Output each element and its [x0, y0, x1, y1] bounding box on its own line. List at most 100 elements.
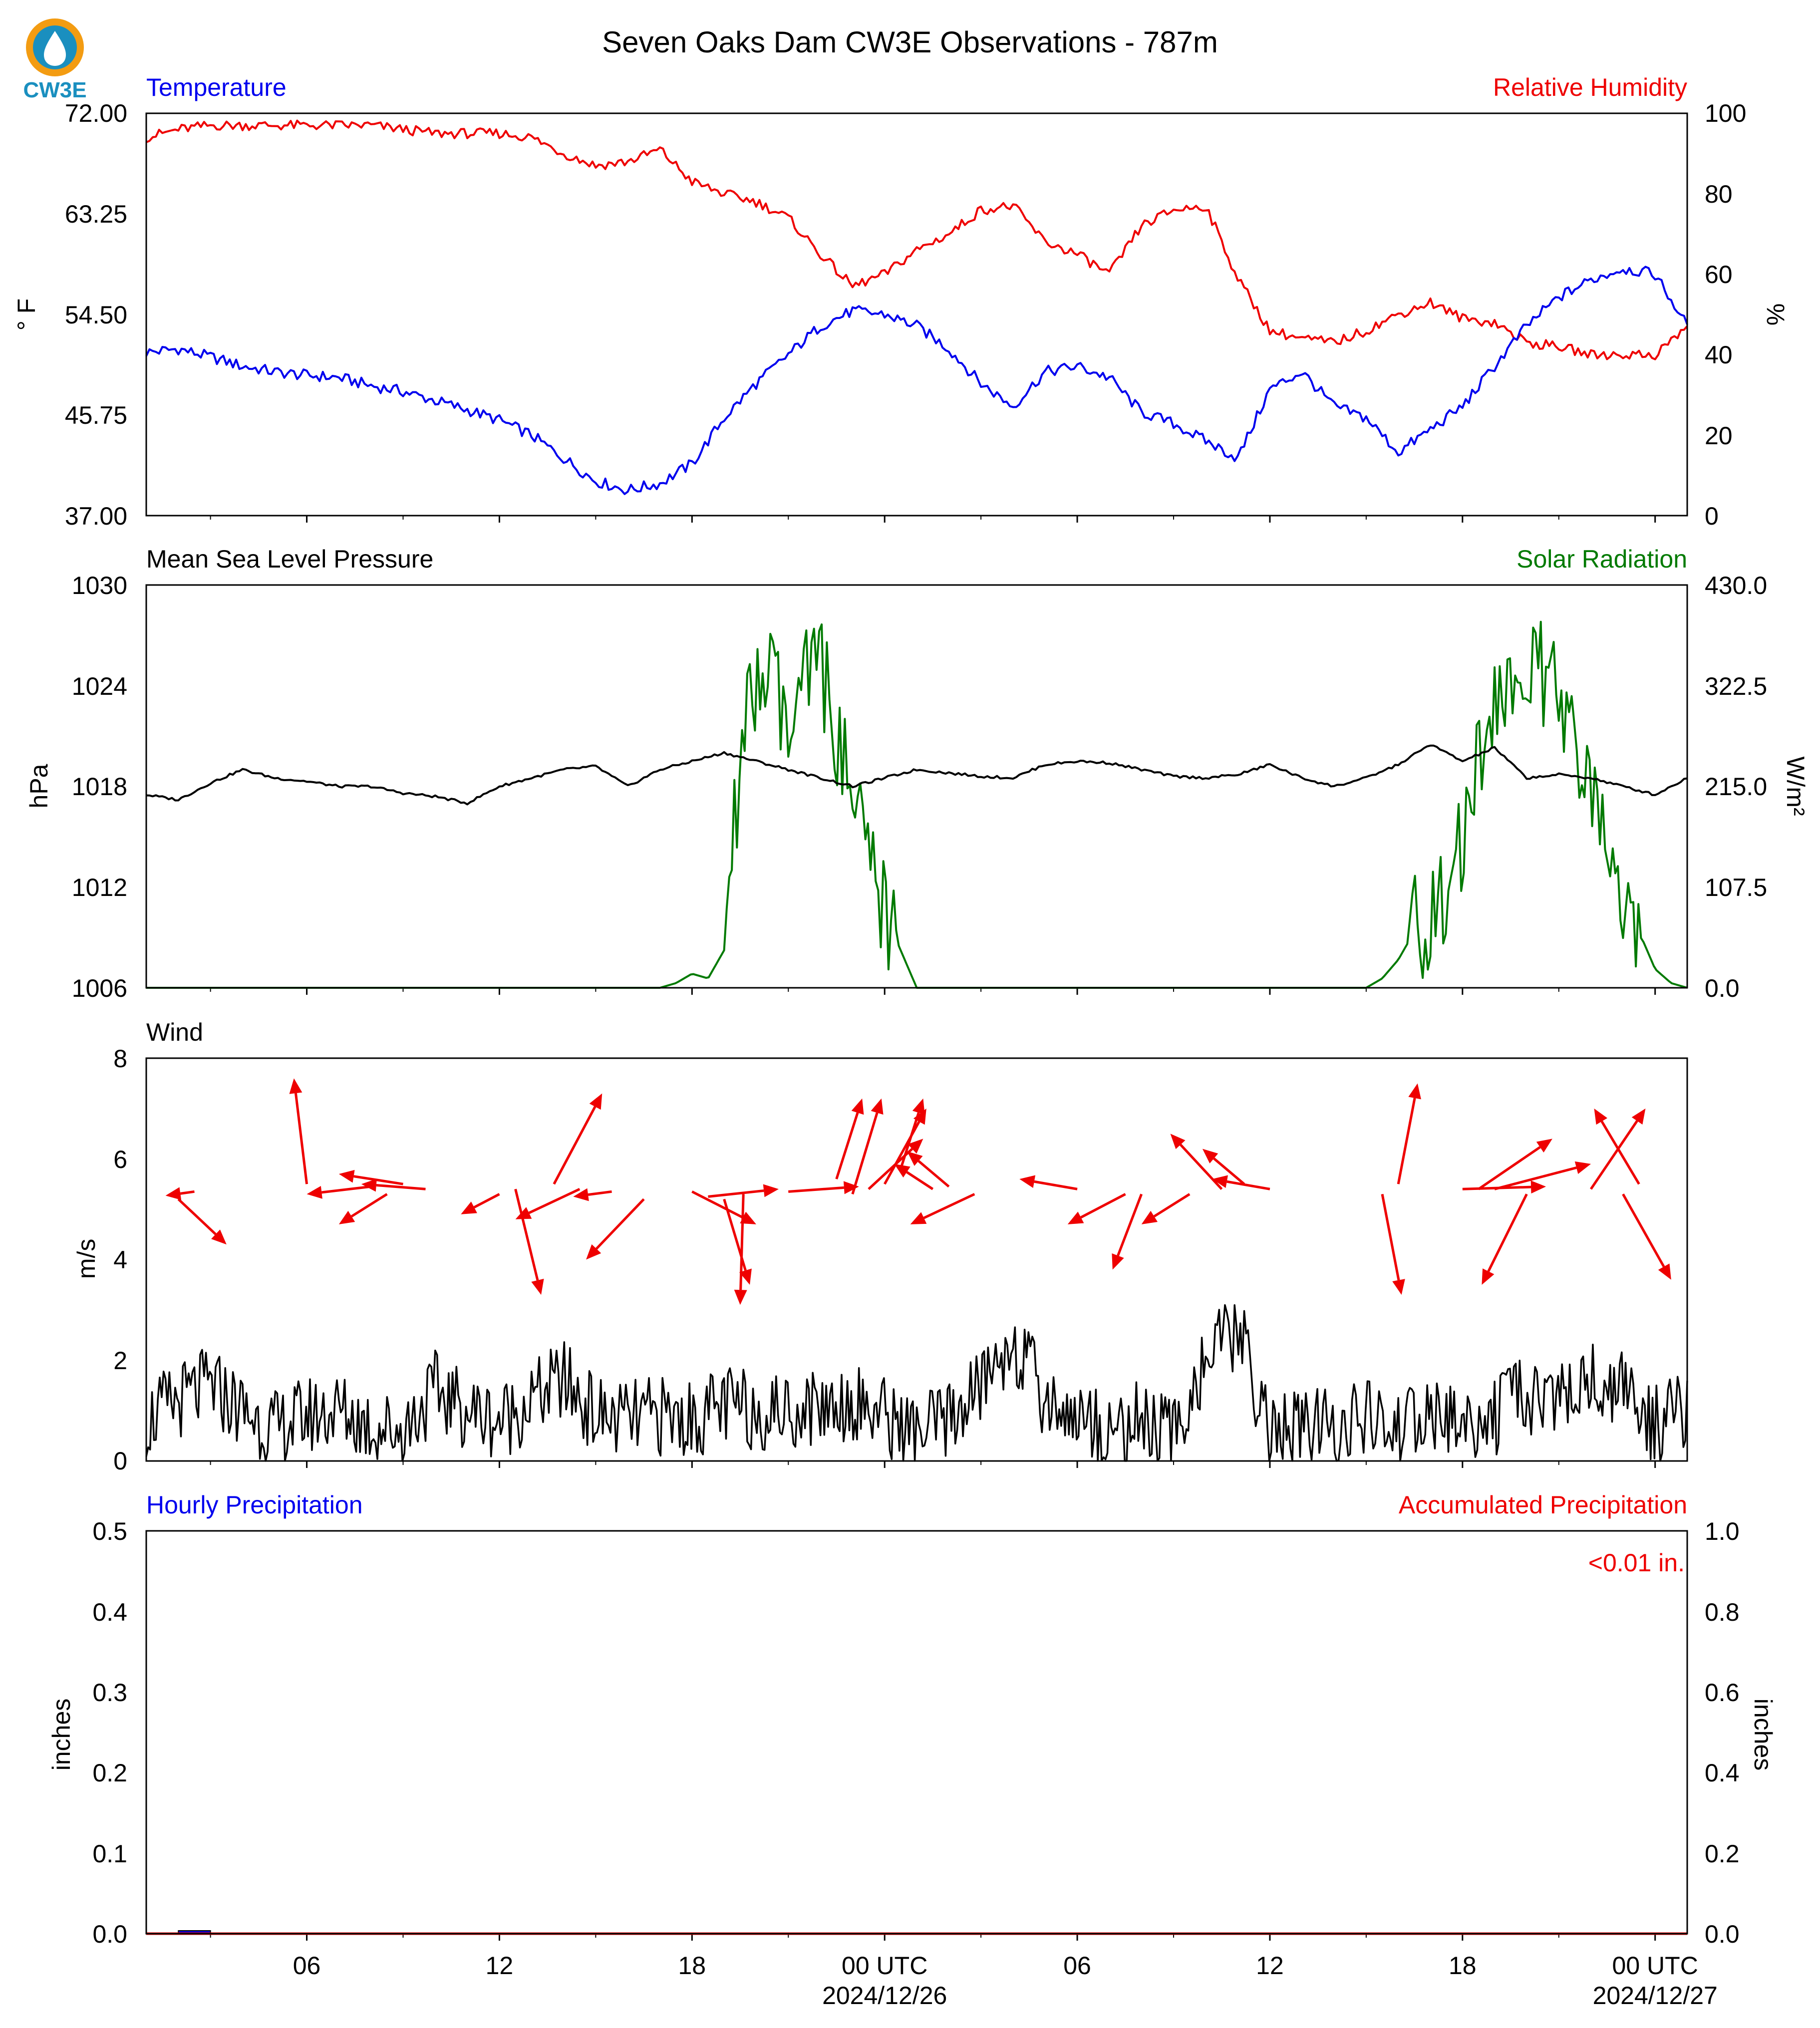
- y-tick-label: 0.2: [1705, 1840, 1740, 1868]
- wind-vector-arrow: [165, 1187, 195, 1200]
- y-tick-label: 215.0: [1705, 773, 1767, 801]
- x-tick-label: 18: [1449, 1952, 1477, 1980]
- humidity-line: [146, 119, 1688, 360]
- y-tick-label: 40: [1705, 341, 1733, 369]
- wind-vector-arrow: [553, 1093, 603, 1185]
- y-tick-label: 60: [1705, 261, 1733, 289]
- y-tick-label: 4: [113, 1246, 127, 1274]
- y-tick-label: 0: [113, 1447, 127, 1475]
- y-tick-label: 107.5: [1705, 873, 1767, 901]
- pressure-line: [146, 744, 1688, 806]
- temperature-yticks: 72.00 63.25 54.50 45.75 37.00: [65, 99, 127, 530]
- wind-vector-arrow: [306, 1185, 371, 1199]
- wind-vector-arrow: [1112, 1193, 1143, 1270]
- wind-vector-arrow: [177, 1198, 227, 1245]
- y-tick-label: 80: [1705, 180, 1733, 208]
- wind-vector-arrow: [1381, 1193, 1405, 1295]
- pressure-panel-title: Mean Sea Level Pressure: [146, 545, 433, 573]
- wind-vector-arrow: [894, 1163, 934, 1190]
- wind-vector-arrow: [338, 1193, 388, 1224]
- figure-title: Seven Oaks Dam CW3E Observations - 787m: [602, 25, 1218, 59]
- wind-vector-arrow: [907, 1151, 950, 1188]
- solar-radiation-line: [146, 620, 1688, 989]
- wind-yticks: 8 6 4 2 0: [113, 1045, 127, 1475]
- accum-precip-axis-label: inches: [1749, 1699, 1777, 1771]
- x-tick-label: 06: [1063, 1952, 1091, 1980]
- y-tick-label: 0.4: [92, 1598, 127, 1626]
- x-tick-label: 00 UTC: [1612, 1952, 1698, 1980]
- humidity-axis-label: %: [1762, 303, 1790, 325]
- wind-vector-arrow: [361, 1178, 426, 1192]
- panel-frame: [145, 112, 1688, 517]
- y-tick-label: 322.5: [1705, 672, 1767, 700]
- wind-vector-arrow: [338, 1169, 403, 1185]
- x-tick-date: 2024/12/27: [1593, 1982, 1718, 2010]
- y-tick-label: 0.0: [1705, 974, 1740, 1002]
- wind-vector-arrow: [734, 1194, 747, 1305]
- solar-axis-label: W/m²: [1782, 756, 1810, 816]
- temperature-axis-label: ° F: [12, 298, 40, 330]
- y-tick-label: 8: [113, 1045, 127, 1073]
- y-tick-label: 2: [113, 1347, 127, 1375]
- logo-text: CW3E: [23, 78, 86, 102]
- panel-frame: [145, 584, 1688, 989]
- x-tick-label: 00 UTC: [842, 1952, 927, 1980]
- x-tick-label: 12: [486, 1952, 514, 1980]
- y-tick-label: 0.1: [92, 1840, 127, 1868]
- wind-vector-arrow: [1212, 1175, 1270, 1190]
- wind-panel-title: Wind: [146, 1018, 203, 1046]
- pressure-axis-label: hPa: [25, 764, 53, 808]
- y-tick-label: 0.5: [92, 1517, 127, 1545]
- water-drop-icon: [44, 31, 66, 66]
- hourly-precip-yticks: 0.5 0.4 0.3 0.2 0.1 0.0: [92, 1517, 127, 1948]
- temperature-panel-title: Temperature: [146, 73, 287, 101]
- wind-vector-arrow: [573, 1188, 612, 1201]
- wind-vector-arrow: [910, 1193, 975, 1224]
- y-tick-label: 430.0: [1705, 572, 1767, 599]
- panel-wind: Wind m/s 8 6 4 2 0: [72, 1018, 1688, 1475]
- accum-precip-yticks: 1.0 0.8 0.6 0.4 0.2 0.0: [1705, 1517, 1740, 1948]
- wind-vector-arrow: [1067, 1193, 1126, 1224]
- wind-vector-arrow: [461, 1193, 500, 1214]
- y-tick-label: 0.2: [92, 1759, 127, 1787]
- wind-vector-arrow: [835, 1098, 864, 1179]
- y-tick-label: 1006: [72, 974, 127, 1002]
- hourly-precip-panel-title: Hourly Precipitation: [146, 1491, 363, 1519]
- accum-precip-panel-title: Accumulated Precipitation: [1399, 1491, 1687, 1519]
- y-tick-label: 37.00: [65, 502, 127, 530]
- pressure-yticks: 1030 1024 1018 1012 1006: [72, 572, 127, 1002]
- wind-vector-arrow: [514, 1188, 544, 1295]
- wind-vector-arrow: [289, 1078, 308, 1184]
- wind-vector-arrow: [899, 1098, 925, 1169]
- y-tick-label: 72.00: [65, 99, 127, 127]
- humidity-yticks: 100 80 60 40 20 0: [1705, 99, 1746, 530]
- wind-vector-arrow: [586, 1198, 645, 1260]
- y-tick-label: 1012: [72, 873, 127, 901]
- wind-speed-line: [145, 1304, 1688, 1462]
- y-tick-label: 100: [1705, 99, 1746, 127]
- wind-vector-arrow: [1589, 1108, 1646, 1190]
- x-tick-date: 2024/12/26: [822, 1982, 947, 2010]
- humidity-panel-title: Relative Humidity: [1493, 73, 1687, 101]
- y-tick-label: 0.0: [92, 1920, 127, 1948]
- y-tick-label: 20: [1705, 422, 1733, 450]
- y-tick-label: 1018: [72, 773, 127, 801]
- y-tick-label: 0.6: [1705, 1679, 1740, 1707]
- x-tick-label: 12: [1256, 1952, 1284, 1980]
- panel-frame: [145, 1057, 1688, 1462]
- hourly-precip-axis-label: inches: [47, 1699, 75, 1771]
- wind-vector-arrow: [1397, 1083, 1421, 1184]
- wind-vector-arrow: [1141, 1193, 1191, 1224]
- wind-vector-arrow: [1478, 1139, 1552, 1190]
- wind-vector-arrow: [1019, 1175, 1078, 1190]
- y-tick-label: 63.25: [65, 200, 127, 228]
- y-tick-label: 1024: [72, 672, 127, 700]
- wind-vector-arrow: [1494, 1161, 1591, 1190]
- wind-vector-arrow: [515, 1188, 581, 1219]
- y-tick-label: 6: [113, 1146, 127, 1173]
- wind-axis-label: m/s: [72, 1239, 100, 1279]
- y-tick-label: 1.0: [1705, 1517, 1740, 1545]
- wind-vector-arrow: [1170, 1134, 1223, 1190]
